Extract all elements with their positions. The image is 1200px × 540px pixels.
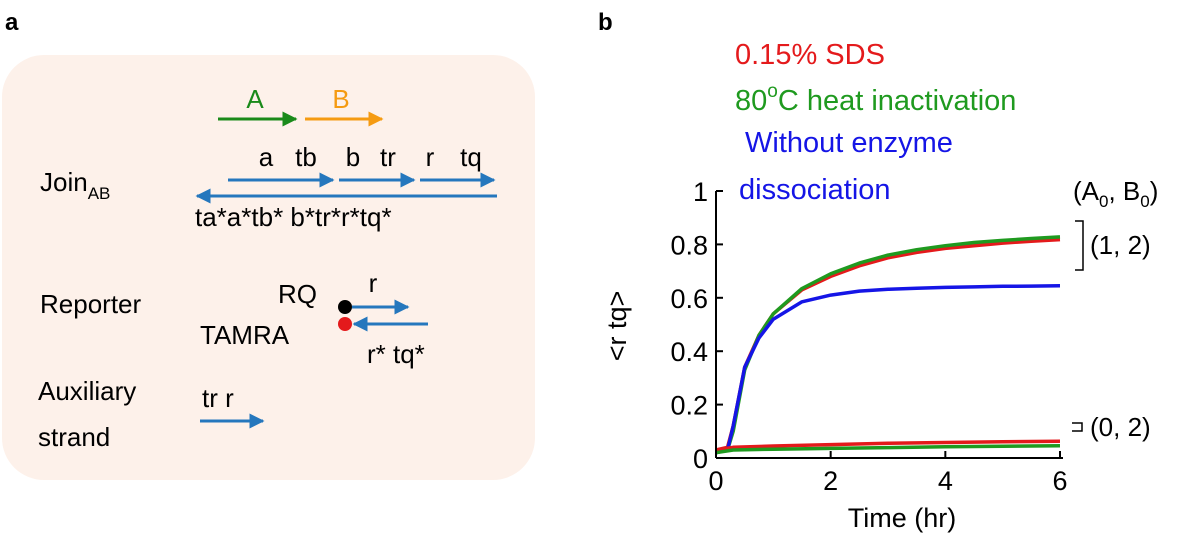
domain-B-label: B [332, 84, 349, 114]
bracket-header: (A0, B0) [1073, 176, 1158, 211]
reporter-bottom-label: r* tq* [367, 339, 425, 369]
join-domain-tb: tb [295, 142, 317, 172]
join-domain-r: r [426, 142, 435, 172]
panel-a-label: a [5, 9, 19, 36]
y-axis-title: <r tq> [602, 291, 632, 362]
panel-b: b 0.15% SDS 80oC heat inactivation Witho… [598, 9, 1158, 533]
series-line-2 [715, 284, 1061, 455]
series-line-3 [715, 439, 1061, 452]
join-domain-tq: tq [460, 142, 482, 172]
y-tick-label: 0.4 [670, 337, 708, 367]
y-tick-label: 1 [693, 177, 708, 207]
join-domain-a: a [259, 142, 274, 172]
tamra-label: TAMRA [200, 320, 290, 350]
auxiliary-label-line2: strand [38, 422, 110, 452]
series-line-1 [715, 235, 1061, 455]
bracket-lower-label: (0, 2) [1090, 412, 1151, 442]
reporter-label: Reporter [40, 289, 141, 319]
legend-heat: 80oC heat inactivation [735, 81, 1016, 117]
x-tick-label: 0 [708, 466, 723, 496]
join-domain-tr: tr [380, 142, 396, 172]
x-tick-label: 2 [823, 466, 838, 496]
auxiliary-label-line1: Auxiliary [38, 376, 136, 406]
domain-A-label: A [246, 84, 264, 114]
reporter-domain-r: r [369, 268, 378, 298]
join-domain-b: b [346, 142, 360, 172]
quencher-dot [338, 300, 352, 314]
x-axis-title: Time (hr) [848, 503, 957, 533]
legend-no-enzyme-line1: Without enzyme [745, 127, 953, 159]
bracket-lower [1072, 422, 1083, 432]
y-tick-label: 0.8 [670, 230, 708, 260]
join-bottom-label: ta*a*tb* b*tr*r*tq* [195, 202, 392, 232]
x-tick-label: 4 [938, 466, 953, 496]
bracket-upper [1075, 220, 1084, 271]
bracket-upper-label: (1, 2) [1090, 230, 1151, 260]
panel-a: a A B JoinAB a tb b tr r tq ta*a*tb* b*t… [2, 9, 535, 480]
join-label: JoinAB [40, 167, 110, 203]
series-line-0 [715, 237, 1061, 452]
series-line-4 [715, 443, 1061, 455]
auxiliary-domain-label: tr r [202, 383, 234, 413]
y-tick-label: 0 [693, 444, 708, 474]
legend-sds: 0.15% SDS [735, 39, 885, 71]
panel-a-background [2, 55, 535, 480]
legend-no-enzyme-line2: dissociation [739, 174, 891, 206]
x-tick-label: 6 [1052, 466, 1067, 496]
y-tick-label: 0.2 [670, 391, 708, 421]
y-tick-label: 0.6 [670, 284, 708, 314]
quencher-label: RQ [278, 279, 317, 309]
panel-b-label: b [598, 9, 613, 36]
fluorophore-dot [338, 317, 352, 331]
tick-layer: 0 2 4 6 0 0.2 0.4 0.6 0.8 1 [670, 177, 1067, 496]
plot-area [715, 235, 1061, 455]
